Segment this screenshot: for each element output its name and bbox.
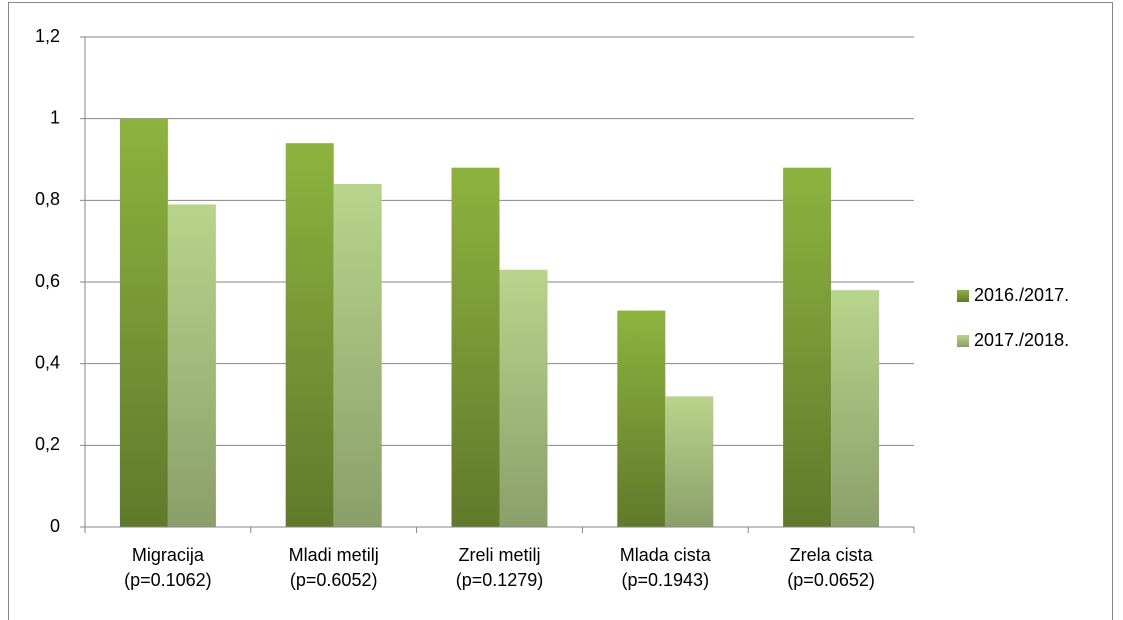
bar (831, 290, 880, 527)
x-tick-label: Zrela cista (p=0.0652) (787, 545, 875, 590)
y-tick-label: 0 (50, 516, 60, 536)
bar (783, 167, 832, 527)
bar (167, 204, 216, 527)
bar (451, 167, 500, 527)
legend-label: 2017./2018. (974, 330, 1069, 350)
bar (665, 396, 714, 527)
x-tick-label: Zreli metilj (p=0.1279) (455, 545, 544, 590)
x-tick-label: Mlada cista (p=0.1943) (619, 545, 711, 590)
x-tick-label: Migracija (p=0.1062) (124, 545, 212, 590)
legend-swatch (957, 335, 969, 347)
y-tick-label: 0,2 (35, 434, 60, 454)
y-tick-label: 1,2 (35, 26, 60, 46)
y-tick-label: 1 (50, 107, 60, 127)
y-tick-label: 0,4 (35, 352, 60, 372)
y-tick-label: 0,8 (35, 189, 60, 209)
bar (499, 269, 548, 527)
legend-label: 2016./2017. (974, 285, 1069, 305)
bar (333, 184, 382, 527)
y-tick-label: 0,6 (35, 271, 60, 291)
bar (285, 143, 334, 527)
legend-swatch (957, 290, 969, 302)
x-tick-label: Mladi metilj (p=0.6052) (288, 545, 379, 590)
bar (617, 310, 666, 527)
chart-border (8, 2, 1113, 620)
bar (119, 118, 168, 528)
